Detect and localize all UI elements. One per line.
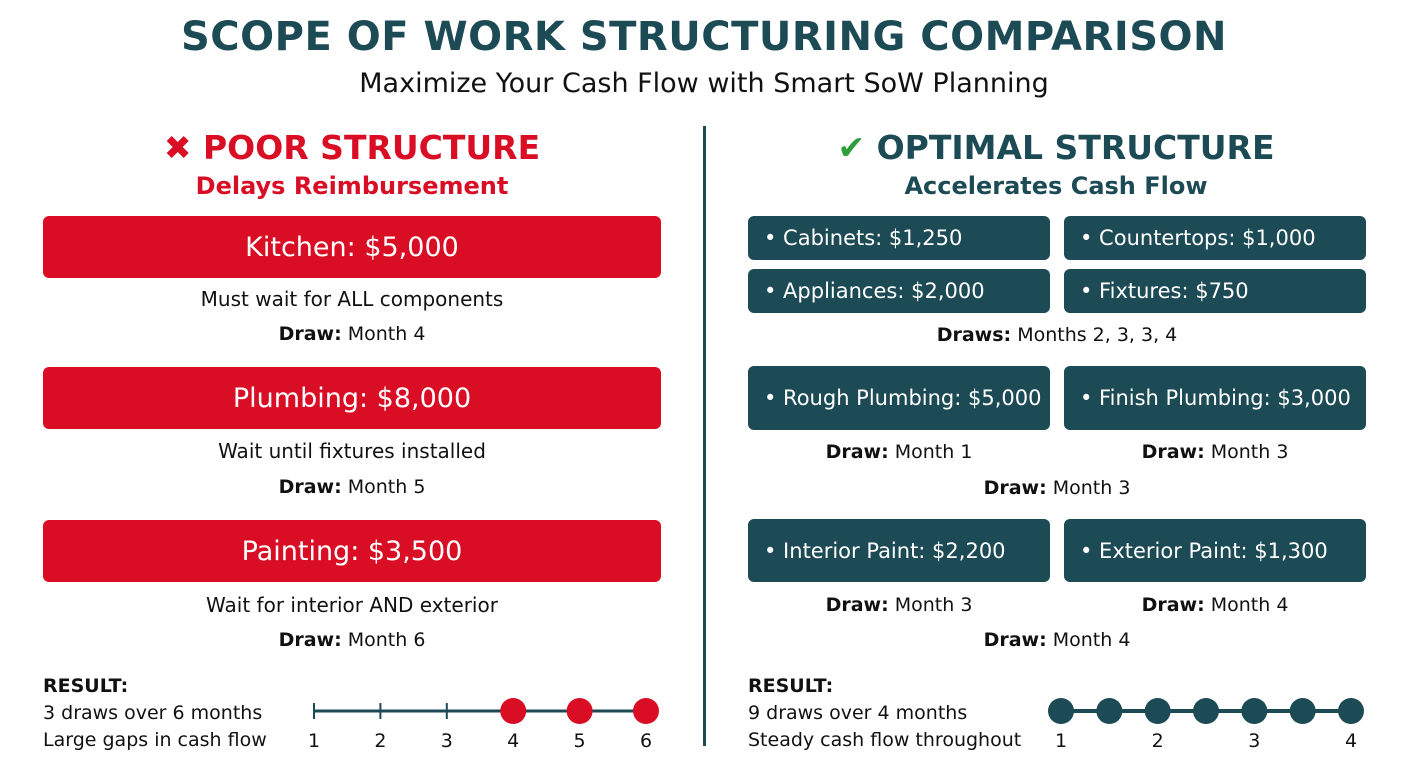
rough-plumbing-draw: Draw: Month 1 [748,441,1050,463]
draw-value: Month 6 [347,629,426,651]
draw-value: Month 5 [347,476,426,498]
countertops-box: • Countertops: $1,000 [1064,216,1366,260]
result-label: RESULT: [43,675,129,697]
interior-paint-box: • Interior Paint: $2,200 [748,519,1050,582]
poor-timeline: 1 2 3 4 5 6 [308,698,659,752]
draw-value: Month 3 [894,594,973,616]
draw-value: Month 3 [1052,477,1131,499]
plumbing-draw: Draw: Month 5 [43,476,661,498]
draw-dot [633,698,659,724]
result-line: 9 draws over 4 months [748,702,968,724]
poor-result: RESULT: 3 draws over 6 months Large gaps… [43,673,267,754]
x-mark-icon: ✖ [163,128,203,167]
draw-dot [1193,698,1219,724]
result-line: Large gaps in cash flow [43,729,267,751]
draw-label: Draw: [278,323,342,345]
painting-summary-draw: Draw: Month 4 [748,629,1366,651]
poor-heading: ✖ POOR STRUCTURE [0,128,704,167]
plumbing-box: Plumbing: $8,000 [43,367,661,429]
draw-label: Draw: [278,629,342,651]
draw-dot [500,698,527,724]
page-title: SCOPE OF WORK STRUCTURING COMPARISON [181,14,1227,60]
draw-label: Draw: [278,476,342,498]
optimal-subheading: Accelerates Cash Flow [904,172,1208,200]
draw-dot [1096,698,1123,724]
draw-value: Months 2, 3, 3, 4 [1017,324,1178,346]
draw-dot [566,698,593,724]
draw-label: Draw: [825,441,889,463]
tick-label: 1 [1055,730,1067,752]
draw-label: Draw: [1141,441,1205,463]
rough-plumbing-box: • Rough Plumbing: $5,000 [748,366,1050,430]
painting-note: Wait for interior AND exterior [206,593,498,617]
kitchen-draw: Draw: Month 4 [43,323,661,345]
kitchen-note: Must wait for ALL components [200,287,504,311]
tick-label: 2 [374,730,386,752]
divider [703,126,706,746]
draw-label: Draw: [983,477,1047,499]
draw-label: Draw: [825,594,889,616]
poor-subheading: Delays Reimbursement [195,172,509,200]
optimal-timeline: 1 2 3 4 [1048,698,1364,752]
tick-label: 6 [640,730,652,752]
draw-value: Month 4 [1210,594,1289,616]
tick-label: 4 [1345,730,1357,752]
draw-dot [1289,698,1316,724]
draw-label: Draw: [983,629,1047,651]
exterior-paint-draw: Draw: Month 4 [1064,594,1366,616]
exterior-paint-box: • Exterior Paint: $1,300 [1064,519,1366,582]
optimal-heading: ✔ OPTIMAL STRUCTURE [704,128,1408,167]
draw-dot [1048,698,1074,724]
painting-box: Painting: $3,500 [43,520,661,582]
tick-label: 5 [574,730,586,752]
result-line: 3 draws over 6 months [43,702,263,724]
tick-label: 4 [507,730,519,752]
fixtures-box: • Fixtures: $750 [1064,269,1366,313]
poor-heading-text: POOR STRUCTURE [202,128,541,167]
result-line: Steady cash flow throughout [748,729,1022,751]
draw-value: Month 4 [1052,629,1131,651]
result-label: RESULT: [748,675,834,697]
optimal-heading-text: OPTIMAL STRUCTURE [876,128,1275,167]
draw-value: Month 1 [894,441,973,463]
kitchen-box: Kitchen: $5,000 [43,216,661,278]
draw-label: Draws: [936,324,1012,346]
plumbing-summary-draw: Draw: Month 3 [748,477,1366,499]
draw-dot [1144,698,1171,724]
check-mark-icon: ✔ [837,128,877,167]
cabinets-box: • Cabinets: $1,250 [748,216,1050,260]
draw-value: Month 3 [1210,441,1289,463]
optimal-result: RESULT: 9 draws over 4 months Steady cas… [748,673,1021,754]
tick-label: 2 [1152,730,1164,752]
tick-label: 3 [1248,730,1260,752]
finish-plumbing-draw: Draw: Month 3 [1064,441,1366,463]
draw-value: Month 4 [347,323,426,345]
kitchen-draws: Draws: Months 2, 3, 3, 4 [748,324,1366,346]
draw-label: Draw: [1141,594,1205,616]
appliances-box: • Appliances: $2,000 [748,269,1050,313]
draw-dot [1338,698,1364,724]
plumbing-note: Wait until fixtures installed [218,439,486,463]
finish-plumbing-box: • Finish Plumbing: $3,000 [1064,366,1366,430]
painting-draw: Draw: Month 6 [43,629,661,651]
draw-dot [1241,698,1268,724]
interior-paint-draw: Draw: Month 3 [748,594,1050,616]
tick-label: 1 [308,730,320,752]
page-subtitle: Maximize Your Cash Flow with Smart SoW P… [359,68,1049,99]
tick-label: 3 [441,730,453,752]
